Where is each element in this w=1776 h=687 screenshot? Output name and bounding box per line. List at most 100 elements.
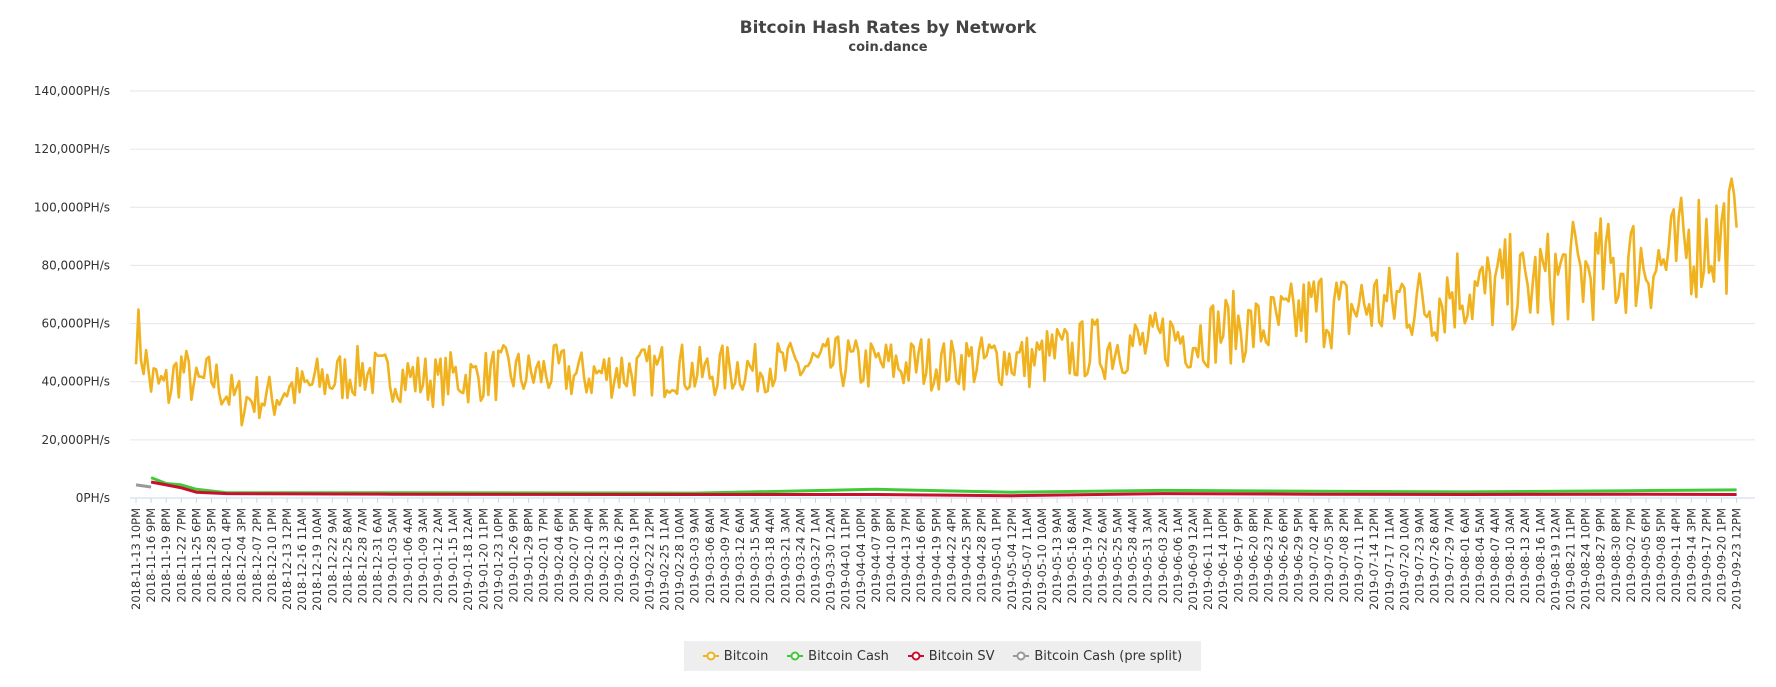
x-tick-label: 2019-05-04 12PM: [1005, 508, 1019, 610]
x-tick-label: 2018-12-01 4PM: [220, 508, 234, 603]
x-tick-label: 2019-03-09 7AM: [718, 508, 732, 604]
x-tick-label: 2019-06-03 2AM: [1156, 508, 1170, 604]
y-tick-label: 20,000PH/s: [41, 433, 110, 447]
x-tick-label: 2019-01-18 12AM: [461, 508, 475, 611]
x-tick-label: 2019-02-07 5PM: [567, 508, 581, 603]
x-tick-label: 2019-08-13 2AM: [1518, 508, 1532, 604]
x-tick-label: 2019-04-07 9PM: [869, 508, 883, 603]
x-tick-label: 2018-11-13 10PM: [129, 508, 143, 610]
x-tick-label: 2019-09-14 3PM: [1684, 508, 1698, 603]
series-line-bitcoin-cash: [150, 476, 1737, 495]
x-tick-label: 2019-01-09 3AM: [416, 508, 430, 604]
x-tick-label: 2019-02-13 3PM: [597, 508, 611, 603]
x-tick-label: 2019-02-16 2PM: [612, 508, 626, 603]
x-tick-label: 2019-01-29 8PM: [522, 508, 536, 603]
x-tick-label: 2019-01-20 11PM: [476, 508, 490, 610]
x-tick-label: 2019-03-12 6AM: [733, 508, 747, 604]
x-tick-label: 2018-12-13 12PM: [280, 508, 294, 610]
series-line-bitcoin: [134, 177, 1738, 427]
x-tick-label: 2019-08-24 10PM: [1579, 508, 1593, 610]
x-tick-label: 2019-04-16 6PM: [914, 508, 928, 603]
x-tick-label: 2019-02-28 10AM: [673, 508, 687, 611]
y-axis: 0PH/s 20,000PH/s 40,000PH/s 60,000PH/s 80,00…: [34, 84, 110, 505]
x-tick-label: 2019-07-20 10AM: [1397, 508, 1411, 611]
chart-title: Bitcoin Hash Rates by Network: [739, 18, 1037, 38]
x-tick-label: 2019-06-20 8PM: [1246, 508, 1260, 603]
x-tick-label: 2019-06-23 7PM: [1262, 508, 1276, 603]
x-tick-label: 2018-12-31 6AM: [371, 508, 385, 604]
series-lines: [134, 177, 1738, 498]
x-tick-label: 2019-03-21 3AM: [778, 508, 792, 604]
x-tick-label: 2019-03-27 1AM: [809, 508, 823, 604]
legend-symbol-icon: [702, 651, 719, 661]
chart-subtitle: coin.dance: [848, 40, 928, 55]
legend-label: Bitcoin Cash (pre split): [1034, 648, 1183, 664]
y-tick-label: 40,000PH/s: [41, 375, 110, 389]
x-tick-label: 2018-11-16 9PM: [144, 508, 158, 603]
x-tick-label: 2019-08-21 11PM: [1564, 508, 1578, 610]
x-tick-label: 2019-01-12 2AM: [431, 508, 445, 604]
y-tick-label: 0PH/s: [76, 491, 110, 505]
legend-item[interactable]: Bitcoin Cash (pre split): [1013, 649, 1182, 664]
x-tick-label: 2019-06-26 6PM: [1277, 508, 1291, 603]
x-tick-label: 2018-11-25 6PM: [189, 508, 203, 603]
x-tick-label: 2019-07-29 7AM: [1443, 508, 1457, 604]
legend-symbol-icon: [1013, 651, 1030, 661]
x-tick-label: 2019-04-19 5PM: [929, 508, 943, 603]
x-tick-label: 2019-01-23 10PM: [491, 508, 505, 610]
legend-item[interactable]: Bitcoin Cash: [787, 649, 889, 664]
x-tick-label: 2018-11-22 7PM: [174, 508, 188, 603]
x-tick-label: 2019-03-06 8AM: [703, 508, 717, 604]
x-tick-label: 2018-11-19 8PM: [159, 508, 173, 603]
x-tick-label: 2019-07-11 1PM: [1352, 508, 1366, 603]
x-tick-label: 2019-05-19 7AM: [1080, 508, 1094, 604]
x-tick-label: 2019-03-18 4AM: [763, 508, 777, 604]
x-tick-label: 2019-09-23 12PM: [1730, 508, 1744, 610]
legend-item[interactable]: Bitcoin: [702, 649, 768, 664]
x-tick-label: 2019-07-14 12PM: [1367, 508, 1381, 610]
x-tick-label: 2018-12-22 9AM: [325, 508, 339, 604]
x-tick-label: 2019-09-05 6PM: [1639, 508, 1653, 603]
x-tick-label: 2019-04-28 2PM: [975, 508, 989, 603]
x-tick-label: 2019-05-10 10AM: [1035, 508, 1049, 611]
x-tick-label: 2019-07-17 11AM: [1382, 508, 1396, 611]
x-tick-label: 2019-08-27 9PM: [1594, 508, 1608, 603]
x-tick-label: 2019-09-02 7PM: [1624, 508, 1638, 603]
x-tick-label: 2019-02-01 7PM: [537, 508, 551, 603]
x-tick-label: 2019-07-26 8AM: [1428, 508, 1442, 604]
x-tick-label: 2019-06-06 1AM: [1171, 508, 1185, 604]
x-tick-label: 2019-02-10 4PM: [582, 508, 596, 603]
x-tick-label: 2019-07-08 2PM: [1337, 508, 1351, 603]
x-tick-label: 2019-05-07 11AM: [1020, 508, 1034, 611]
x-tick-label: 2019-06-14 10PM: [1216, 508, 1230, 610]
x-tick-label: 2019-01-26 9PM: [507, 508, 521, 603]
x-tick-label: 2018-12-16 11AM: [295, 508, 309, 611]
x-tick-label: 2019-04-25 3PM: [960, 508, 974, 603]
x-tick-label: 2019-04-04 10PM: [854, 508, 868, 610]
x-tick-label: 2019-06-09 12AM: [1186, 508, 1200, 611]
x-tick-label: 2019-01-06 4AM: [401, 508, 415, 604]
x-tick-label: 2019-08-30 8PM: [1609, 508, 1623, 603]
x-tick-label: 2019-05-31 3AM: [1141, 508, 1155, 604]
x-tick-label: 2019-08-10 3AM: [1503, 508, 1517, 604]
legend-symbol-icon: [907, 651, 924, 661]
x-tick-label: 2019-08-04 5AM: [1473, 508, 1487, 604]
x-tick-label: 2018-12-04 3PM: [235, 508, 249, 603]
x-tick-label: 2019-03-15 5AM: [748, 508, 762, 604]
x-tick-label: 2019-01-03 5AM: [386, 508, 400, 604]
x-tick-label: 2018-11-28 5PM: [205, 508, 219, 603]
x-tick-label: 2019-02-04 6PM: [552, 508, 566, 603]
x-tick-label: 2019-08-01 6AM: [1458, 508, 1472, 604]
x-tick-label: 2019-09-11 4PM: [1669, 508, 1683, 603]
y-tick-label: 100,000PH/s: [34, 200, 110, 214]
x-tick-label: 2019-09-08 5PM: [1654, 508, 1668, 603]
x-tick-label: 2019-05-28 4AM: [1126, 508, 1140, 604]
x-tick-label: 2018-12-28 7AM: [356, 508, 370, 604]
x-tick-label: 2019-08-07 4AM: [1488, 508, 1502, 604]
x-tick-label: 2019-06-29 5PM: [1292, 508, 1306, 603]
x-tick-label: 2018-12-25 8AM: [340, 508, 354, 604]
x-tick-label: 2019-07-05 3PM: [1322, 508, 1336, 603]
series-line-bitcoin-cash-pre-split-: [135, 483, 152, 489]
legend-item[interactable]: Bitcoin SV: [907, 649, 995, 664]
